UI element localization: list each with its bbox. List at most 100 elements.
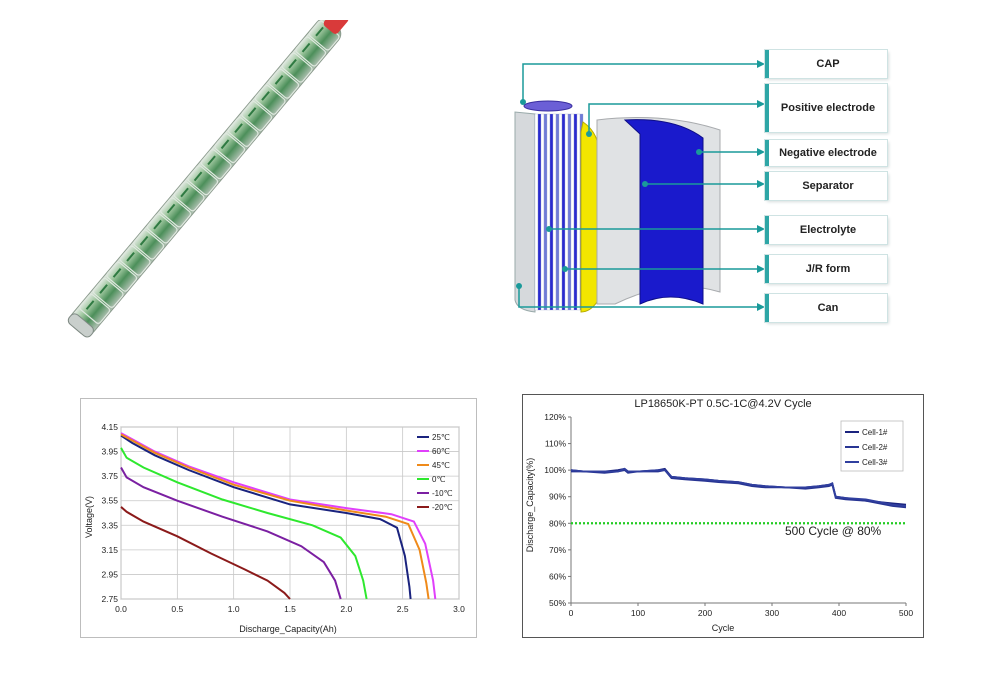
discharge-voltage-chart: 2.75 2.95 3.15 3.35 3.55 3.75 3.95 4.15 0.0 0.5 1…	[80, 398, 477, 638]
legend-label: 45℃	[432, 461, 450, 470]
jelly-roll-layer	[552, 113, 557, 311]
jelly-roll-layer	[558, 113, 563, 311]
cell-ring	[187, 165, 219, 196]
discharge-ylabel: Voltage(V)	[84, 496, 94, 538]
cell-stripe	[126, 251, 135, 262]
label-positive-electrode: Positive electrode	[765, 84, 887, 132]
y-tick-label: 3.95	[101, 447, 118, 457]
label-can: Can	[765, 294, 887, 322]
x-tick-label: 400	[832, 608, 846, 618]
jelly-roll-layer	[570, 113, 575, 311]
x-tick-label: 2.0	[340, 604, 352, 614]
cell-stripe	[99, 284, 108, 294]
y-tick-label: 90%	[549, 492, 566, 502]
x-tick-label: 0	[569, 608, 574, 618]
cell-stripe	[220, 139, 230, 150]
cell-stripe	[139, 235, 149, 246]
label-separator: Separator	[765, 172, 887, 200]
y-tick-label: 3.75	[101, 471, 118, 481]
legend-label: 0℃	[432, 475, 445, 484]
jelly-roll-layer	[549, 113, 554, 311]
x-tick-label: 500	[899, 608, 913, 618]
x-tick-label: 100	[631, 608, 645, 618]
x-tick-label: 300	[765, 608, 779, 618]
x-tick-label: 2.5	[397, 604, 409, 614]
legend-label: Cell-2#	[862, 443, 888, 452]
cell-ring	[133, 229, 165, 260]
label-cap: CAP	[765, 50, 887, 78]
battery-pack-image	[55, 0, 475, 350]
y-tick-label: 4.15	[101, 422, 118, 432]
cycle-life-chart: LP18650K-PT 0.5C-1C@4.2V Cycle 50% 60% 70%…	[522, 394, 924, 638]
cell-cutaway-diagram: CAP Positive electrode Negative electrod…	[505, 42, 900, 332]
series-line	[120, 433, 430, 600]
y-tick-label: 110%	[545, 439, 567, 449]
y-tick-label: 120%	[544, 412, 566, 422]
cycle-chart-title: LP18650K-PT 0.5C-1C@4.2V Cycle	[634, 398, 811, 410]
cell-ring	[79, 293, 111, 324]
cell-ring	[268, 68, 300, 99]
legend-label: -20℃	[432, 503, 453, 512]
cell-stripe	[247, 107, 257, 117]
series-line	[570, 467, 907, 507]
cell-ring	[227, 116, 259, 147]
jelly-roll-layer	[540, 113, 545, 311]
jelly-roll-layer	[564, 113, 569, 311]
cell-ring	[119, 245, 151, 276]
y-tick-label: 70%	[549, 545, 566, 555]
jelly-roll-layer	[573, 113, 578, 311]
cycle-xlabel: Cycle	[712, 623, 735, 633]
jelly-roll-layer	[543, 113, 548, 311]
legend-label: 60℃	[432, 447, 450, 456]
y-tick-label: 2.95	[101, 569, 118, 579]
cell-stripe	[112, 268, 122, 278]
cell-stripe	[85, 300, 95, 310]
cell-stripe	[288, 58, 297, 69]
x-tick-label: 1.5	[284, 604, 296, 614]
cell-ring	[254, 84, 286, 115]
jelly-roll-layer	[534, 113, 539, 311]
cell-stripe	[315, 26, 324, 37]
y-tick-label: 60%	[549, 571, 566, 581]
cell-ring	[214, 133, 246, 164]
cycle-annotation: 500 Cycle @ 80%	[785, 524, 882, 538]
x-tick-label: 0.0	[115, 604, 127, 614]
legend-label: Cell-1#	[862, 428, 888, 437]
x-tick-label: 3.0	[453, 604, 465, 614]
y-tick-label: 3.15	[101, 545, 118, 555]
jelly-roll-layer	[537, 113, 542, 311]
cell-stripe	[261, 91, 270, 101]
y-tick-label: 3.35	[101, 520, 118, 530]
cell-stripe	[180, 187, 189, 198]
cell-ring	[200, 149, 232, 180]
x-tick-label: 0.5	[171, 604, 183, 614]
y-tick-label: 50%	[549, 598, 566, 608]
label-jr-form: J/R form	[765, 255, 887, 283]
jelly-roll-layer	[576, 113, 581, 311]
cell-stripe	[301, 42, 311, 53]
y-tick-label: 2.75	[101, 594, 118, 604]
cell-ring	[281, 52, 313, 83]
series-line	[120, 447, 368, 600]
x-tick-label: 200	[698, 608, 712, 618]
y-tick-label: 100%	[544, 465, 566, 475]
cell-ring	[295, 36, 327, 67]
series-line	[120, 506, 291, 600]
cell-ring	[92, 277, 124, 308]
cell-stripe	[274, 75, 284, 85]
cell-stripe	[207, 155, 216, 166]
y-tick-label: 3.55	[101, 496, 118, 506]
cell-stripe	[234, 123, 243, 133]
cell-ring	[160, 197, 192, 228]
label-electrolyte: Electrolyte	[765, 216, 887, 244]
cell-stripe	[193, 171, 203, 182]
series-line	[120, 467, 342, 600]
series-line	[120, 432, 437, 600]
cell-ring	[173, 181, 205, 212]
jelly-roll-layer	[567, 113, 572, 311]
cell-ring	[241, 100, 273, 131]
cell-stripe	[166, 203, 176, 214]
cell-ring	[146, 213, 178, 244]
legend-label: Cell-3#	[862, 458, 888, 467]
legend-label: -10℃	[432, 489, 453, 498]
